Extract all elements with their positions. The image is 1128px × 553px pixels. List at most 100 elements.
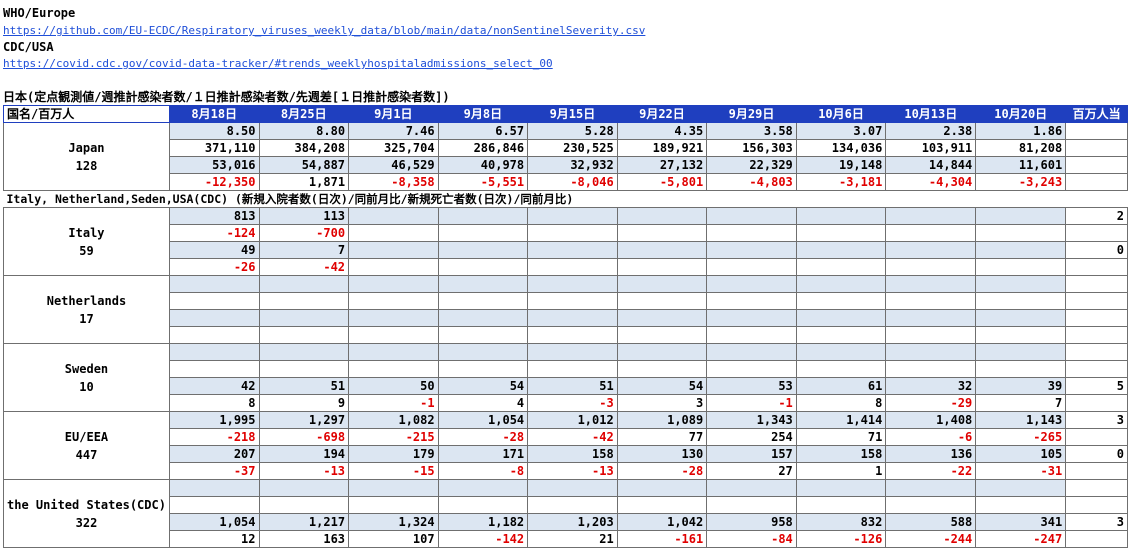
country-name: Italy [68, 225, 105, 240]
table-row: Sweden 10 [3, 343, 1128, 412]
value-cell: -215 [348, 428, 439, 446]
value-cell: 130 [616, 445, 708, 463]
cdc-usa-label: CDC/USA [3, 40, 54, 54]
value-cell: 7 [258, 241, 350, 259]
value-cell [795, 360, 887, 378]
value-cell: 1,182 [437, 513, 529, 531]
date-header: 9月8日 [437, 105, 529, 123]
value-cell [795, 496, 887, 514]
value-cell: 4.35 [616, 122, 708, 140]
value-cell [348, 224, 439, 242]
per-million-cell [1065, 394, 1128, 412]
value-cell: 2.38 [885, 122, 977, 140]
value-cell: 54,887 [258, 156, 350, 174]
value-cell [975, 309, 1067, 327]
value-cell [348, 326, 439, 344]
value-cell [616, 479, 708, 497]
who-europe-link[interactable]: https://github.com/EU-ECDC/Respiratory_v… [3, 24, 646, 37]
value-cell [437, 326, 529, 344]
per-million-cell [1065, 326, 1128, 344]
country-name-cell: Japan 128 [3, 122, 170, 191]
country-name: the United States(CDC) [7, 497, 166, 512]
value-cell: 1,343 [706, 411, 797, 429]
value-cell: 1,012 [527, 411, 618, 429]
value-cell: 53,016 [168, 156, 260, 174]
value-cell [258, 479, 350, 497]
value-cell: -15 [348, 462, 439, 480]
value-cell: 134,036 [795, 139, 887, 157]
value-cell: 588 [885, 513, 977, 531]
cdc-usa-link[interactable]: https://covid.cdc.gov/covid-data-tracker… [3, 57, 553, 70]
value-cell [975, 241, 1067, 259]
value-cell [885, 275, 977, 293]
value-cell [527, 360, 618, 378]
value-cell [885, 360, 977, 378]
value-cell: 51 [258, 377, 350, 395]
value-cell [437, 496, 529, 514]
value-cell: 1,297 [258, 411, 350, 429]
country-population: 447 [75, 447, 98, 462]
value-cell: 21 [527, 530, 618, 548]
value-cell [795, 343, 887, 361]
value-cell [168, 326, 260, 344]
value-cell: 813 [168, 207, 260, 225]
value-cell [258, 292, 350, 310]
value-cell [616, 207, 708, 225]
value-cell [885, 326, 977, 344]
per-million-cell: 5 [1065, 377, 1128, 395]
value-cell: 7.46 [348, 122, 439, 140]
per-million-cell: 2 [1065, 207, 1128, 225]
value-cell [437, 275, 529, 293]
value-cell: -12,350 [168, 173, 260, 191]
per-million-cell [1065, 360, 1128, 378]
who-europe-label: WHO/Europe [3, 6, 76, 20]
per-million-cell: 0 [1065, 445, 1128, 463]
value-cell: 51 [527, 377, 618, 395]
value-cell [885, 343, 977, 361]
value-cell [975, 343, 1067, 361]
value-cell: -3,181 [795, 173, 887, 191]
value-cell: 163 [258, 530, 350, 548]
value-cell [795, 241, 887, 259]
value-cell: 1.86 [975, 122, 1067, 140]
value-cell [975, 360, 1067, 378]
value-cell [527, 326, 618, 344]
value-cell: 1,203 [527, 513, 618, 531]
per-million-cell: 3 [1065, 513, 1128, 531]
value-cell: 1,082 [348, 411, 439, 429]
value-cell [616, 326, 708, 344]
per-million-cell [1065, 292, 1128, 310]
table-row: 49 7 0 [4, 241, 1128, 259]
value-cell: 22,329 [706, 156, 797, 174]
value-cell: 1,995 [168, 411, 260, 429]
header-row: 国名/百万人 8月18日 8月25日 9月1日 9月8日 9月15日 9月22日 9月29日 1… [3, 105, 1128, 123]
value-cell: -3,243 [975, 173, 1067, 191]
per-million-cell [1065, 139, 1128, 157]
value-cell [258, 360, 350, 378]
table-row: EU/EEA 447 1,995 1,297 1,082 1,054 1,012 1,089 1… [3, 411, 1128, 480]
value-cell [258, 275, 350, 293]
value-cell [885, 207, 977, 225]
value-cell [437, 224, 529, 242]
value-cell: 27,132 [616, 156, 708, 174]
value-cell [706, 479, 797, 497]
per-million-cell [1065, 462, 1128, 480]
value-cell [437, 241, 529, 259]
value-cell: -265 [975, 428, 1067, 446]
table-row: -37 -13 -15 -8 -13 -28 27 1 -22 -31 [4, 462, 1128, 480]
country-name-cell: the United States(CDC) 322 [3, 479, 170, 548]
country-name: EU/EEA [64, 429, 109, 444]
value-cell: 7 [975, 394, 1067, 412]
value-cell [795, 479, 887, 497]
value-cell [258, 496, 350, 514]
value-cell: 136 [885, 445, 977, 463]
date-header: 9月29日 [706, 105, 797, 123]
section-title-row: Italy, Netherland,Seden,USA(CDC) (新規入院者数… [3, 190, 1128, 208]
value-cell: 207 [168, 445, 260, 463]
value-cell [885, 496, 977, 514]
value-cell: 54 [437, 377, 529, 395]
table-row: 42 51 50 54 51 54 53 61 32 39 5 [4, 377, 1128, 395]
value-cell [706, 258, 797, 276]
value-cell: 1,408 [885, 411, 977, 429]
value-cell [348, 360, 439, 378]
